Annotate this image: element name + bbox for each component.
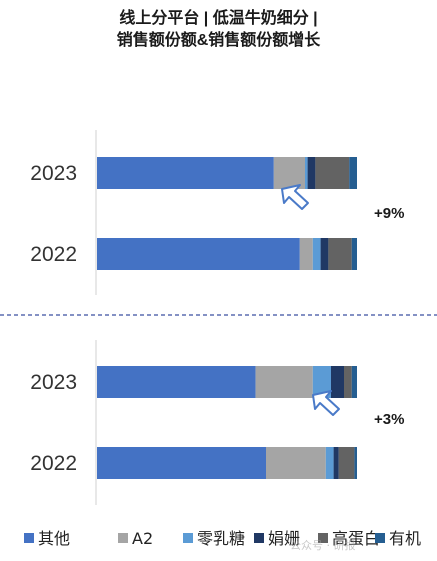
y-tick-label: 2023 <box>30 162 77 185</box>
arrow-marker <box>312 390 340 416</box>
legend-swatch <box>24 533 34 543</box>
arrow-marker <box>281 184 309 210</box>
legend-item: A2 <box>118 529 153 548</box>
legend-label: 高蛋白 <box>332 529 380 548</box>
bar-segment <box>97 366 256 398</box>
bar-segment <box>97 238 300 270</box>
bar-segment <box>333 447 339 479</box>
legend-swatch <box>254 533 264 543</box>
legend-item: 有机 <box>375 529 421 548</box>
bar-segment <box>325 447 334 479</box>
bar-segment <box>266 447 326 479</box>
legend-swatch <box>318 533 328 543</box>
bar-segment <box>97 447 266 479</box>
y-tick-label: 2023 <box>30 371 77 394</box>
legend-swatch <box>375 533 385 543</box>
bar-segment <box>349 157 357 189</box>
bar-segment <box>315 157 350 189</box>
growth-annotation: +3% <box>374 411 404 428</box>
bar-segment <box>255 366 313 398</box>
bar-segment <box>273 157 305 189</box>
chart-panels: 2023 2022 +9% 2023 2022 +3% <box>30 130 404 505</box>
chart-title-line-1: 线上分平台 | 低温牛奶细分 | <box>119 10 318 27</box>
legend-label: A2 <box>132 529 153 548</box>
bar-segment <box>328 238 352 270</box>
stacked-bar-panel: 2023 2022 +3% <box>30 340 404 505</box>
bar-segment <box>312 366 331 398</box>
legend-label: 娟姗 <box>268 529 300 548</box>
legend-label: 有机 <box>389 529 421 548</box>
bar-segment <box>307 157 316 189</box>
watermark: 公众号 · 研报 <box>290 538 356 552</box>
legend-swatch <box>183 533 193 543</box>
bar-segment <box>351 366 357 398</box>
legend: 其他 A2 零乳糖 娟姗 高蛋白 有机 <box>24 529 421 548</box>
legend-item: 其他 <box>24 529 70 548</box>
bar-segment <box>331 366 344 398</box>
bar-segment <box>97 157 274 189</box>
legend-item: 娟姗 <box>254 529 300 548</box>
legend-item: 零乳糖 <box>183 529 245 548</box>
bar-segment <box>354 447 357 479</box>
legend-swatch <box>118 533 128 543</box>
chart-title-line-2: 销售额份额&销售额份额增长 <box>116 32 321 49</box>
stacked-bar-panel: 2023 2022 +9% <box>30 130 404 295</box>
bar-segment <box>351 238 357 270</box>
legend-item: 高蛋白 <box>318 529 380 548</box>
y-tick-label: 2022 <box>30 243 77 266</box>
bar-segment <box>344 366 352 398</box>
bar-segment <box>312 238 321 270</box>
chart-title: 线上分平台 | 低温牛奶细分 | 销售额份额&销售额份额增长 <box>0 8 437 52</box>
legend-label: 其他 <box>38 529 70 548</box>
bar-segment <box>299 238 313 270</box>
bar-segment <box>320 238 329 270</box>
growth-annotation: +9% <box>374 205 404 222</box>
bar-segment <box>338 447 355 479</box>
y-tick-label: 2022 <box>30 452 77 475</box>
legend-label: 零乳糖 <box>197 529 245 548</box>
bar-segment <box>305 157 308 189</box>
